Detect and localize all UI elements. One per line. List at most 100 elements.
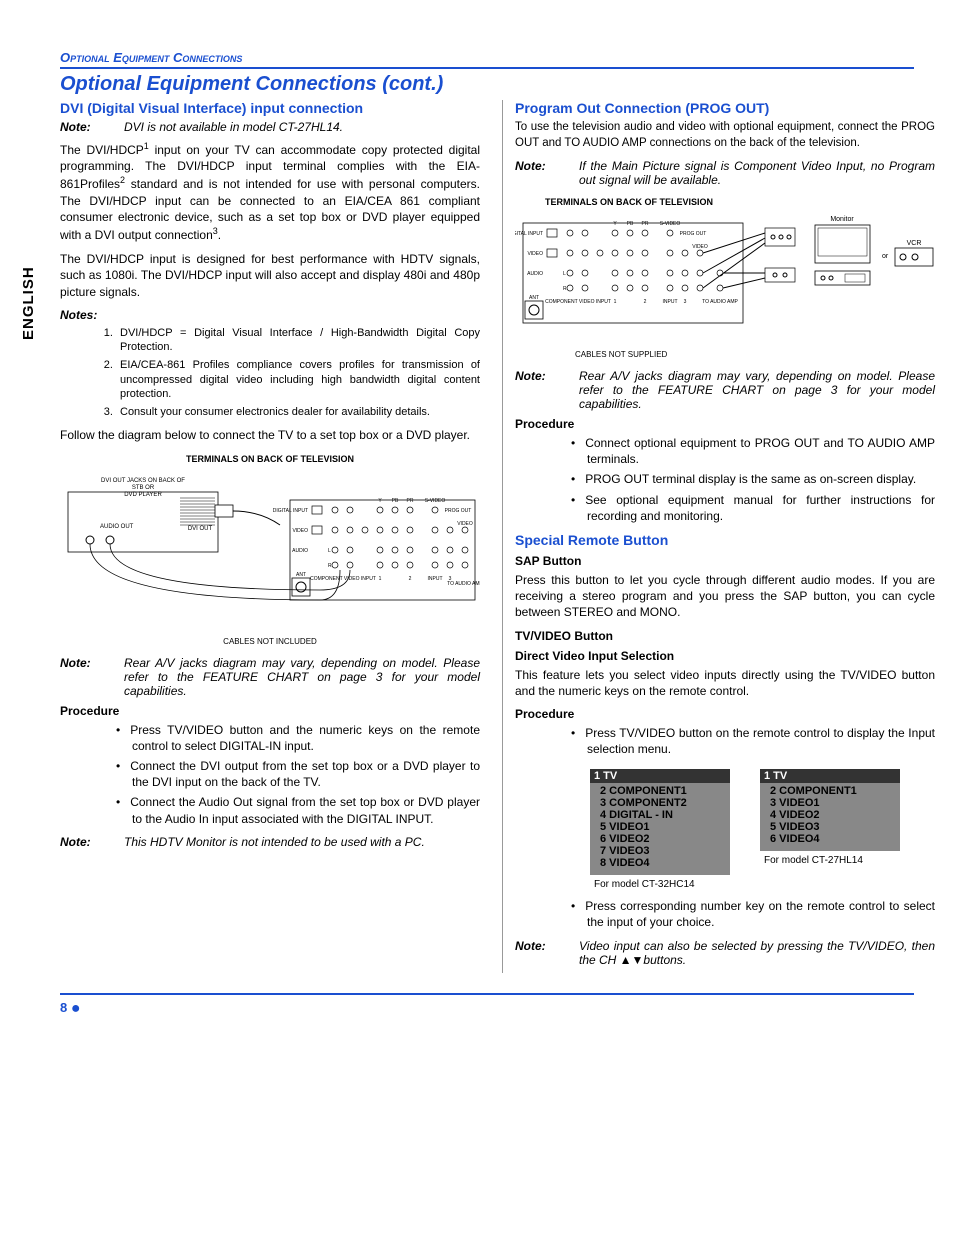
menu-item: 7 VIDEO3 xyxy=(598,845,722,857)
note-diagram1: Note: Rear A/V jacks diagram may vary, d… xyxy=(60,656,480,698)
menu-item: 3 COMPONENT2 xyxy=(598,797,722,809)
footer: 8 ● xyxy=(60,993,914,1017)
prog-diagram-svg: DIGITAL INPUT VIDEO AUDIO xyxy=(515,213,935,343)
note-text: If the Main Picture signal is Component … xyxy=(579,159,935,187)
p2-prog: PROG OUT xyxy=(680,231,707,237)
panel-pb: PB xyxy=(392,498,399,504)
p2-pb: PB xyxy=(627,221,634,227)
footnotes-list: DVI/HDCP = Digital Visual Interface / Hi… xyxy=(116,326,480,420)
menu-item: 4 VIDEO2 xyxy=(768,809,892,821)
footnote-3: Consult your consumer electronics dealer… xyxy=(116,405,480,419)
proc-item: Press TV/VIDEO button on the remote cont… xyxy=(571,725,935,757)
procedure-label-left: Procedure xyxy=(60,704,480,718)
diag1-dviout: DVI OUT xyxy=(188,526,213,532)
procedure2-label: Procedure xyxy=(515,707,935,721)
panel-R: R xyxy=(328,563,332,569)
proc-item: PROG OUT terminal display is the same as… xyxy=(571,471,935,487)
proc-item: Connect the Audio Out signal from the se… xyxy=(116,794,480,826)
p2-3: 3 xyxy=(684,299,687,305)
panel-vid: VIDEO xyxy=(457,521,473,527)
diagram2-title: TERMINALS ON BACK OF TELEVISION xyxy=(545,197,935,207)
left-column: DVI (Digital Visual Interface) input con… xyxy=(60,100,484,973)
proc-item: Connect optional equipment to PROG OUT a… xyxy=(571,435,935,467)
menu-item: 5 VIDEO1 xyxy=(598,821,722,833)
prog-heading: Program Out Connection (PROG OUT) xyxy=(515,100,935,116)
input-menu-b: 1 TV 2 COMPONENT1 3 VIDEO1 4 VIDEO2 5 VI… xyxy=(760,769,900,851)
dvi-paragraph-3: Follow the diagram below to connect the … xyxy=(60,427,480,443)
procedure2b: Press corresponding number key on the re… xyxy=(571,898,935,930)
proc-item: Press corresponding number key on the re… xyxy=(571,898,935,930)
dvi-diagram-svg: DVI OUT JACKS ON BACK OF STB OR DVD PLAY… xyxy=(60,470,480,630)
panel2-ant: ANT xyxy=(529,295,539,301)
menu-item: 2 COMPONENT1 xyxy=(768,785,892,797)
breadcrumb: Optional Equipment Connections xyxy=(60,50,914,69)
p2-pr: PR xyxy=(642,221,649,227)
right-column: Program Out Connection (PROG OUT) To use… xyxy=(502,100,935,973)
diagram1-title: TERMINALS ON BACK OF TELEVISION xyxy=(60,454,480,464)
panel-prog: PROG OUT xyxy=(445,508,472,514)
menu-item: 5 VIDEO3 xyxy=(768,821,892,833)
panel-svideo: S-VIDEO xyxy=(425,498,446,504)
dvi-heading: DVI (Digital Visual Interface) input con… xyxy=(60,100,480,116)
vcr-label: VCR xyxy=(907,240,922,247)
monitor-label: Monitor xyxy=(830,216,854,223)
p2-2: 2 xyxy=(644,299,647,305)
panel-comp: COMPONENT VIDEO INPUT xyxy=(310,576,376,582)
prog-p1: To use the television audio and video wi… xyxy=(515,120,935,151)
procedure2: Press TV/VIDEO button on the remote cont… xyxy=(571,725,935,757)
footnote-2: EIA/CEA-861 Profiles compliance covers p… xyxy=(116,358,480,401)
panel2-audio: AUDIO xyxy=(527,271,543,277)
prog-diagram: TERMINALS ON BACK OF TELEVISION DIGITAL … xyxy=(515,197,935,359)
diag1-label-b: STB OR xyxy=(132,485,155,491)
note-dvi-model: Note: DVI is not available in model CT-2… xyxy=(60,120,480,134)
p2-vid: VIDEO xyxy=(692,244,708,250)
panel-row-digital: DIGITAL INPUT xyxy=(273,508,308,514)
p2-comp: COMPONENT VIDEO INPUT xyxy=(545,299,611,305)
menu-a-caption: For model CT-32HC14 xyxy=(590,879,730,890)
procedure-left: Press TV/VIDEO button and the numeric ke… xyxy=(116,722,480,827)
input-menu-a: 1 TV 2 COMPONENT1 3 COMPONENT2 4 DIGITAL… xyxy=(590,769,730,875)
panel-input: INPUT xyxy=(428,576,443,582)
input-menus: 1 TV 2 COMPONENT1 3 COMPONENT2 4 DIGITAL… xyxy=(555,769,935,890)
special-heading: Special Remote Button xyxy=(515,532,935,548)
tvvideo-heading: TV/VIDEO Button xyxy=(515,629,935,643)
menu-item: 8 VIDEO4 xyxy=(598,857,722,869)
panel-amp: TO AUDIO AMP xyxy=(447,581,480,587)
diagram1-sub: CABLES NOT INCLUDED xyxy=(60,637,480,646)
menu-item: 2 COMPONENT1 xyxy=(598,785,722,797)
procedure-right: Connect optional equipment to PROG OUT a… xyxy=(571,435,935,524)
diagram2-sub: CABLES NOT SUPPLIED xyxy=(575,350,935,359)
procedure-label-right: Procedure xyxy=(515,417,935,431)
menu-item: 1 TV xyxy=(590,769,730,783)
note-text: This HDTV Monitor is not intended to be … xyxy=(124,835,480,849)
panel-2: 2 xyxy=(409,576,412,582)
menu-item: 4 DIGITAL - IN xyxy=(598,809,722,821)
sap-paragraph: Press this button to let you cycle throu… xyxy=(515,572,935,621)
diag1-audioout: AUDIO OUT xyxy=(100,524,134,530)
note-text: Rear A/V jacks diagram may vary, dependi… xyxy=(124,656,480,698)
p1c: standard and is not intended for use wit… xyxy=(60,177,480,242)
page-number-value: 8 xyxy=(60,1000,67,1015)
panel-row-audio: AUDIO xyxy=(292,548,308,554)
panel2-digital: DIGITAL INPUT xyxy=(515,231,543,237)
note-label: Note: xyxy=(515,159,559,187)
note-label: Note: xyxy=(515,939,559,967)
menu-a-wrap: 1 TV 2 COMPONENT1 3 COMPONENT2 4 DIGITAL… xyxy=(590,769,730,890)
note-diagram2: Note: Rear A/V jacks diagram may vary, d… xyxy=(515,369,935,411)
p2-1: 1 xyxy=(614,299,617,305)
note-videoinput: Note: Video input can also be selected b… xyxy=(515,939,935,967)
p2-amp: TO AUDIO AMP xyxy=(702,299,738,305)
note-label: Note: xyxy=(60,835,104,849)
menu-b-wrap: 1 TV 2 COMPONENT1 3 VIDEO1 4 VIDEO2 5 VI… xyxy=(760,769,900,890)
dvi-paragraph-2: The DVI/HDCP input is designed for best … xyxy=(60,251,480,300)
panel-1: 1 xyxy=(379,576,382,582)
p2-sv: S-VIDEO xyxy=(660,221,681,227)
menu-item: 3 VIDEO1 xyxy=(768,797,892,809)
footnote-1: DVI/HDCP = Digital Visual Interface / Hi… xyxy=(116,326,480,355)
page-title: Optional Equipment Connections (cont.) xyxy=(60,73,914,96)
page-number: 8 ● xyxy=(60,1000,81,1015)
panel-y: Y xyxy=(378,498,382,504)
note-mainpic: Note: If the Main Picture signal is Comp… xyxy=(515,159,935,187)
sap-heading: SAP Button xyxy=(515,554,935,568)
p1a: The DVI/HDCP xyxy=(60,143,144,157)
